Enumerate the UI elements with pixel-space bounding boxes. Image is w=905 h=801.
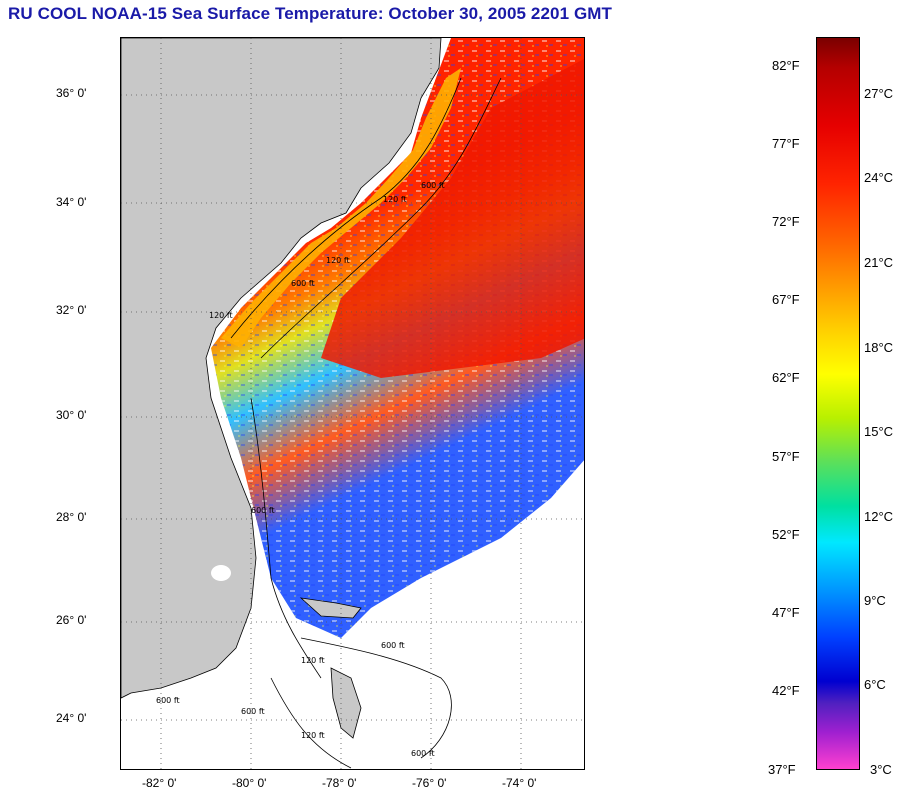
colorbar-c-label: 9°C <box>864 593 886 608</box>
sst-map: 120 ft 600 ft 120 ft 600 ft 120 ft 600 f… <box>120 37 585 770</box>
colorbar-c-label: 6°C <box>864 677 886 692</box>
contour-label: 120 ft <box>301 731 325 740</box>
lat-tick-label: 36° 0' <box>56 86 87 100</box>
colorbar-f-label: 47°F <box>772 605 800 620</box>
colorbar-c-label: 15°C <box>864 424 894 439</box>
lat-tick-label: 30° 0' <box>56 408 87 422</box>
colorbar-c-label: 24°C <box>864 170 894 185</box>
colorbar-c-label: 12°C <box>864 509 894 524</box>
land-bahamas <box>330 667 362 739</box>
contour-label: 600 ft <box>381 641 405 650</box>
colorbar-f-label: 82°F <box>772 58 800 73</box>
contour-label: 600 ft <box>241 707 265 716</box>
lat-tick-label: 26° 0' <box>56 613 87 627</box>
temperature-colorbar <box>816 37 860 770</box>
contour-label: 120 ft <box>209 311 233 320</box>
contour-label: 600 ft <box>411 749 435 758</box>
lat-tick-label: 24° 0' <box>56 711 87 725</box>
colorbar-f-label: 62°F <box>772 370 800 385</box>
lon-tick-label: -80° 0' <box>232 776 267 790</box>
colorbar-c-label: 21°C <box>864 255 894 270</box>
colorbar-f-label: 37°F <box>768 762 796 777</box>
gulf-stream <box>321 59 584 378</box>
lon-tick-label: -82° 0' <box>142 776 177 790</box>
colorbar-f-label: 67°F <box>772 292 800 307</box>
lat-tick-label: 34° 0' <box>56 195 87 209</box>
map-title: RU COOL NOAA-15 Sea Surface Temperature:… <box>8 4 613 23</box>
contour-label: 120 ft <box>383 195 407 204</box>
contour-label: 600 ft <box>251 506 275 515</box>
colorbar-c-label: 3°C <box>870 762 892 777</box>
contour-label: 600 ft <box>291 279 315 288</box>
sst-map-canvas: 120 ft 600 ft 120 ft 600 ft 120 ft 600 f… <box>121 38 584 769</box>
colorbar-c-label: 18°C <box>864 340 894 355</box>
colorbar-f-label: 52°F <box>772 527 800 542</box>
contour-label: 600 ft <box>156 696 180 705</box>
lat-tick-label: 32° 0' <box>56 303 87 317</box>
contour-label: 600 ft <box>421 181 445 190</box>
contour-label: 120 ft <box>301 656 325 665</box>
colorbar-f-label: 77°F <box>772 136 800 151</box>
colorbar-f-label: 57°F <box>772 449 800 464</box>
lon-tick-label: -74° 0' <box>502 776 537 790</box>
lon-tick-label: -78° 0' <box>322 776 357 790</box>
colorbar-c-label: 27°C <box>864 86 894 101</box>
lat-tick-label: 28° 0' <box>56 510 87 524</box>
graticule <box>121 38 584 769</box>
colorbar-f-label: 72°F <box>772 214 800 229</box>
colorbar-f-label: 42°F <box>772 683 800 698</box>
contour-label: 120 ft <box>326 256 350 265</box>
shelf-water <box>221 68 461 348</box>
lon-tick-label: -76° 0' <box>412 776 447 790</box>
